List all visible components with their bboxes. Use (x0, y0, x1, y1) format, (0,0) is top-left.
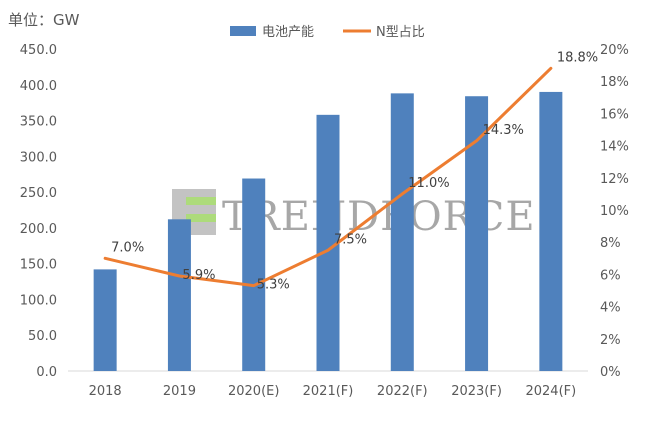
line-data-label: 11.0% (408, 176, 449, 191)
x-tick-label: 2023(F) (451, 384, 502, 399)
y-left-tick-label: 250.0 (20, 186, 57, 201)
y-right-tick-label: 2% (600, 333, 621, 348)
y-left-tick-label: 300.0 (20, 150, 57, 165)
bar (242, 178, 266, 371)
axes: 0.0 50.0 100.0 150.0 200.0 250.0 300.0 350.0 400… (20, 43, 629, 399)
line-data-label: 7.5% (334, 232, 367, 247)
y-right-tick-label: 20% (600, 43, 629, 58)
y-left-tick-label: 100.0 (20, 293, 57, 308)
line-path (103, 66, 553, 288)
line-data-label: 18.8% (557, 50, 598, 65)
x-tick-label: 2020(E) (228, 384, 279, 399)
bar (539, 91, 563, 371)
y-left-tick-label: 200.0 (20, 222, 57, 237)
y-left-tick-label: 400.0 (20, 79, 57, 94)
y-right-tick-label: 18% (600, 75, 629, 90)
y-left-tick-label: 450.0 (20, 43, 57, 58)
legend-bar-swatch (230, 26, 256, 36)
bar (167, 219, 191, 371)
watermark-logo-stripe (186, 197, 216, 205)
x-tick-label: 2024(F) (525, 384, 576, 399)
legend: 电池产能 N型占比 (230, 25, 425, 40)
y-left-tick-label: 150.0 (20, 258, 57, 273)
line-data-label: 7.0% (111, 240, 144, 255)
watermark-logo-stripe (186, 214, 216, 222)
line-data-label: 14.3% (483, 123, 524, 138)
y-left-tick-label: 50.0 (28, 329, 57, 344)
y-right-tick-label: 4% (600, 301, 621, 316)
y-right-tick-label: 14% (600, 140, 629, 155)
x-tick-label: 2019 (163, 384, 196, 399)
legend-bar-label: 电池产能 (262, 25, 314, 40)
bar (390, 93, 414, 371)
x-tick-label: 2022(F) (377, 384, 428, 399)
y-right-tick-label: 6% (600, 268, 621, 283)
y-left-tick-label: 350.0 (20, 115, 57, 130)
line-data-label: 5.3% (257, 278, 290, 293)
x-tick-label: 2021(F) (303, 384, 354, 399)
y-right-tick-label: 10% (600, 204, 629, 219)
bar (93, 269, 117, 371)
y-left-tick-label: 0.0 (36, 365, 57, 380)
bar-series (93, 91, 563, 371)
y-right-tick-label: 0% (600, 365, 621, 380)
y-right-tick-label: 16% (600, 107, 629, 122)
y-right-tick-label: 8% (600, 236, 621, 251)
unit-label: 单位：GW (8, 11, 80, 29)
x-tick-label: 2018 (89, 384, 122, 399)
watermark-text: TRENDFORCE (222, 194, 536, 240)
y-right-tick-label: 12% (600, 172, 629, 187)
bar (316, 114, 340, 371)
line-data-label: 5.9% (182, 268, 215, 283)
legend-line-label: N型占比 (376, 25, 425, 40)
line-series (103, 66, 553, 288)
data-labels: 7.0% 5.9% 5.3% 7.5% 11.0% 14.3% 18.8% (111, 50, 598, 292)
bar (465, 96, 489, 371)
